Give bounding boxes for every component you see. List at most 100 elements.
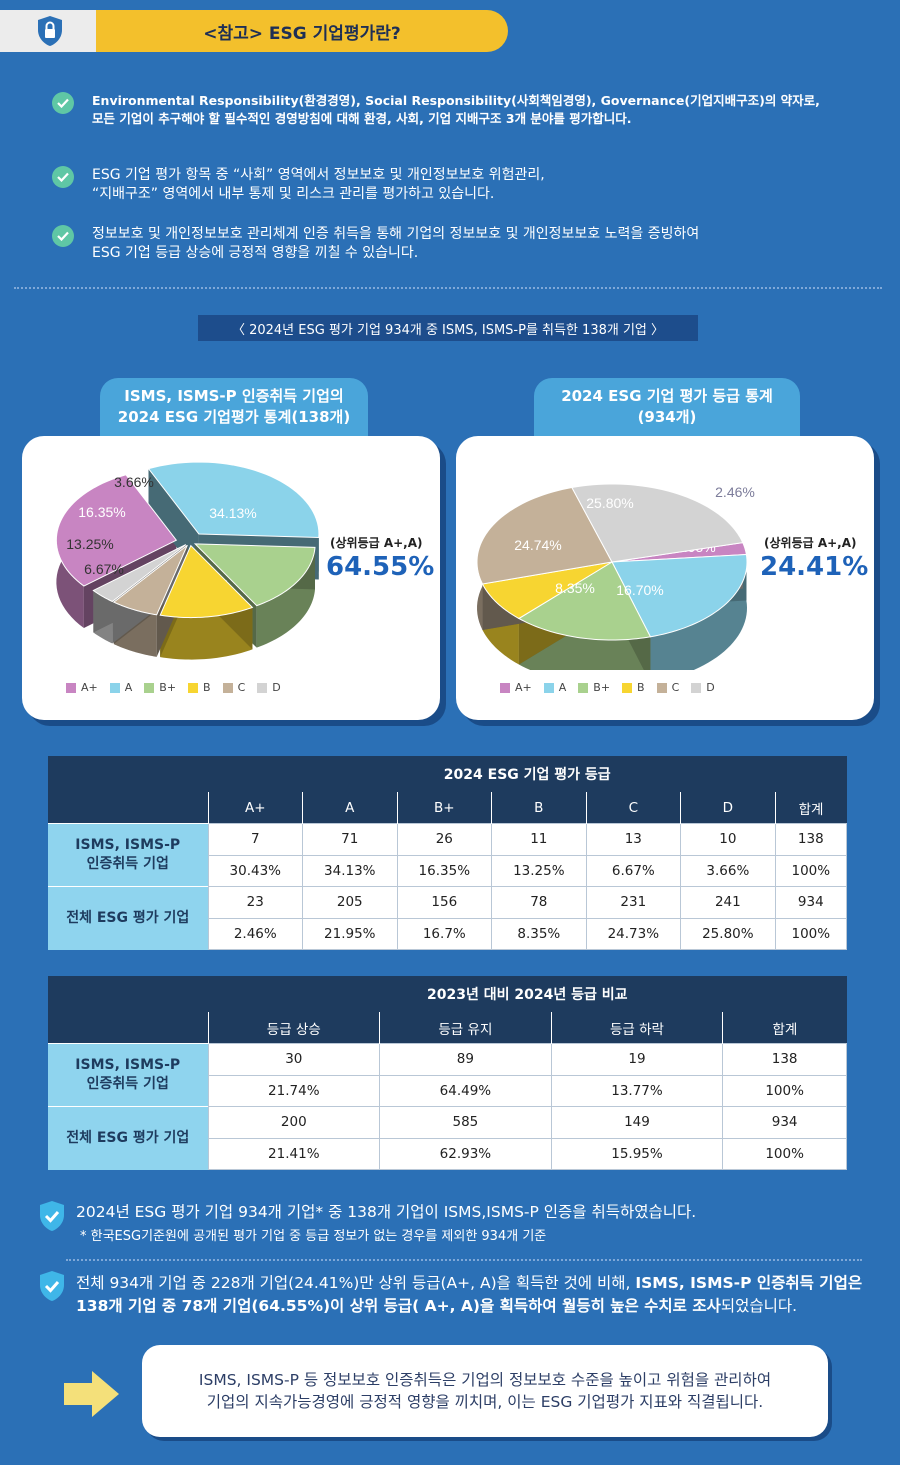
row-group-label-line2: 인증취득 기업 bbox=[86, 1076, 169, 1092]
conclusion-box: ISMS, ISMS-P 등 정보보호 인증취득은 기업의 정보보호 수준을 높… bbox=[142, 1345, 828, 1437]
conclusion-line1: ISMS, ISMS-P 등 정보보호 인증취득은 기업의 정보보호 수준을 높… bbox=[198, 1371, 772, 1389]
chart2-highlight-value: 24.41% bbox=[760, 552, 869, 582]
table-cell: 62.93% bbox=[379, 1137, 552, 1170]
table-row: ISMS, ISMS-P 인증취득 기업 7 71 26 11 13 10 138 bbox=[48, 823, 848, 887]
legend-label: A+ bbox=[81, 681, 98, 694]
table-cell: 34.13% bbox=[302, 854, 398, 887]
table-cell: 3.66% bbox=[680, 854, 776, 887]
table-row: 21.74% 64.49% 13.77% 100% bbox=[48, 1074, 847, 1107]
table-cell: 16.35% bbox=[396, 854, 493, 887]
table-cell: 585 bbox=[379, 1106, 552, 1139]
pie-chart-2: 2.46%21.95%16.70%8.35%24.74%25.80% bbox=[476, 483, 755, 670]
table-cell: 138 bbox=[722, 1043, 847, 1076]
chart1-title-line1: ISMS, ISMS-P 인증취득 기업의 bbox=[124, 387, 344, 405]
pie-data-label: 24.74% bbox=[514, 537, 561, 553]
check-icon bbox=[52, 166, 74, 188]
row-group-label-line1: ISMS, ISMS-P bbox=[75, 1057, 181, 1073]
legend-item: A bbox=[109, 681, 132, 694]
divider bbox=[14, 287, 882, 289]
table-cell: 11 bbox=[491, 823, 587, 856]
table-cell: 934 bbox=[774, 886, 848, 919]
table2-col-header: 등급 하락 bbox=[550, 1012, 723, 1044]
table-cell: 19 bbox=[550, 1043, 724, 1076]
table-cell: 100% bbox=[774, 917, 848, 950]
grade-change-table: 2023년 대비 2024년 등급 비교 등급 상승 등급 유지 등급 하락 합계 I… bbox=[48, 976, 847, 1170]
legend-item: C bbox=[656, 681, 680, 694]
pie-data-label: 34.13% bbox=[209, 505, 256, 521]
pie-data-label: 25.80% bbox=[586, 495, 633, 511]
legend-label: D bbox=[706, 681, 715, 694]
check-icon bbox=[52, 225, 74, 247]
legend-swatch bbox=[257, 682, 268, 693]
table-cell: 13.25% bbox=[491, 854, 587, 887]
legend-item: A+ bbox=[66, 681, 98, 694]
bullet-3-line1: 정보보호 및 개인정보보호 관리체계 인증 취득을 통해 기업의 정보보호 및 … bbox=[92, 226, 700, 242]
table-row: 전체 ESG 평가 기업 23 205 156 78 231 241 934 bbox=[48, 886, 848, 950]
table-cell: 8.35% bbox=[491, 917, 587, 950]
bullet-1: Environmental Responsibility(환경경영), Soci… bbox=[52, 92, 820, 128]
table-cell: 71 bbox=[302, 823, 398, 856]
pie-slice-A bbox=[147, 461, 320, 539]
row-group-label-line2: 인증취득 기업 bbox=[86, 856, 169, 872]
pie-data-label: 6.67% bbox=[84, 561, 124, 577]
chart1-title: ISMS, ISMS-P 인증취득 기업의 2024 ESG 기업평가 통계(1… bbox=[100, 378, 368, 436]
chart2-title: 2024 ESG 기업 평가 등급 통계 (934개) bbox=[534, 378, 800, 436]
table-cell: 30.43% bbox=[207, 854, 304, 887]
table-cell: 231 bbox=[585, 886, 682, 919]
table-cell: 16.7% bbox=[396, 917, 493, 950]
legend-swatch bbox=[109, 682, 120, 693]
pie-slice-B+ bbox=[517, 561, 652, 641]
table2-title: 2023년 대비 2024년 등급 비교 bbox=[208, 976, 847, 1012]
pie-slice-side bbox=[256, 547, 316, 648]
row-group-label-line1: 전체 ESG 평가 기업 bbox=[66, 1129, 190, 1146]
bullet-3: 정보보호 및 개인정보보호 관리체계 인증 취득을 통해 기업의 정보보호 및 … bbox=[52, 225, 699, 263]
bullet-1-line1: Environmental Responsibility(환경경영), Soci… bbox=[92, 93, 820, 108]
table-cell: 24.73% bbox=[585, 917, 682, 950]
divider bbox=[66, 1259, 862, 1261]
legend-label: B+ bbox=[159, 681, 177, 694]
table-cell: 156 bbox=[396, 886, 493, 919]
table-row: 2.46% 21.95% 16.7% 8.35% 24.73% 25.80% 100% bbox=[48, 917, 848, 950]
table-cell: 64.49% bbox=[379, 1074, 552, 1107]
conclusion-line2: 기업의 지속가능경영에 긍정적 영향을 끼치며, 이는 ESG 기업평가 지표와… bbox=[206, 1393, 764, 1411]
table-cell: 21.74% bbox=[207, 1074, 381, 1107]
chart2-legend: A+ A B+ B C D bbox=[500, 681, 715, 694]
chart2-highlight-label: (상위등급 A+,A) bbox=[764, 536, 857, 550]
pie-chart-1: 30.40%34.13%16.35%13.25%6.67%3.66% bbox=[55, 461, 320, 660]
legend-swatch bbox=[691, 682, 702, 693]
chart2-title-line2: (934개) bbox=[637, 408, 697, 426]
chart1-title-line2: 2024 ESG 기업평가 통계(138개) bbox=[117, 408, 351, 426]
pie-data-label: 3.66% bbox=[114, 474, 154, 490]
table-row: 전체 ESG 평가 기업 200 585 149 934 bbox=[48, 1106, 847, 1170]
legend-label: A+ bbox=[515, 681, 532, 694]
legend-label: D bbox=[272, 681, 281, 694]
legend-label: B+ bbox=[593, 681, 611, 694]
legend-item: C bbox=[222, 681, 245, 694]
header-icon-box bbox=[0, 10, 100, 52]
legend-swatch bbox=[622, 682, 633, 693]
legend-swatch bbox=[66, 682, 76, 693]
table1-col-header: D bbox=[680, 792, 776, 824]
pie-slice-A bbox=[611, 553, 748, 638]
row-group-label: ISMS, ISMS-P 인증취득 기업 bbox=[48, 823, 208, 887]
table1-col-header: 합계 bbox=[774, 792, 847, 824]
table-cell: 934 bbox=[722, 1106, 847, 1139]
table-cell: 13.77% bbox=[550, 1074, 724, 1107]
table1-col-header: C bbox=[585, 792, 681, 824]
pie-data-label: 16.35% bbox=[78, 504, 125, 520]
shield-lock-icon bbox=[38, 16, 62, 46]
note2-part2: 되었습니다. bbox=[720, 1297, 798, 1315]
shield-check-icon bbox=[40, 1271, 64, 1301]
table-cell: 21.41% bbox=[207, 1137, 381, 1170]
chart1-highlight-value: 64.55% bbox=[326, 552, 435, 582]
table-cell: 138 bbox=[774, 823, 848, 856]
pie-slice-B bbox=[481, 561, 613, 620]
table-cell: 6.67% bbox=[585, 854, 682, 887]
header-title: <참고> ESG 기업평가란? bbox=[96, 10, 508, 52]
legend-label: C bbox=[671, 681, 680, 694]
table-row: ISMS, ISMS-P 인증취득 기업 30 89 19 138 bbox=[48, 1043, 847, 1107]
note1: 2024년 ESG 평가 기업 934개 기업* 중 138개 기업이 ISMS… bbox=[76, 1203, 697, 1221]
pie-data-label: 16.70% bbox=[616, 582, 663, 598]
row-group-label-line1: ISMS, ISMS-P bbox=[75, 837, 181, 853]
legend-item: B bbox=[188, 681, 211, 694]
